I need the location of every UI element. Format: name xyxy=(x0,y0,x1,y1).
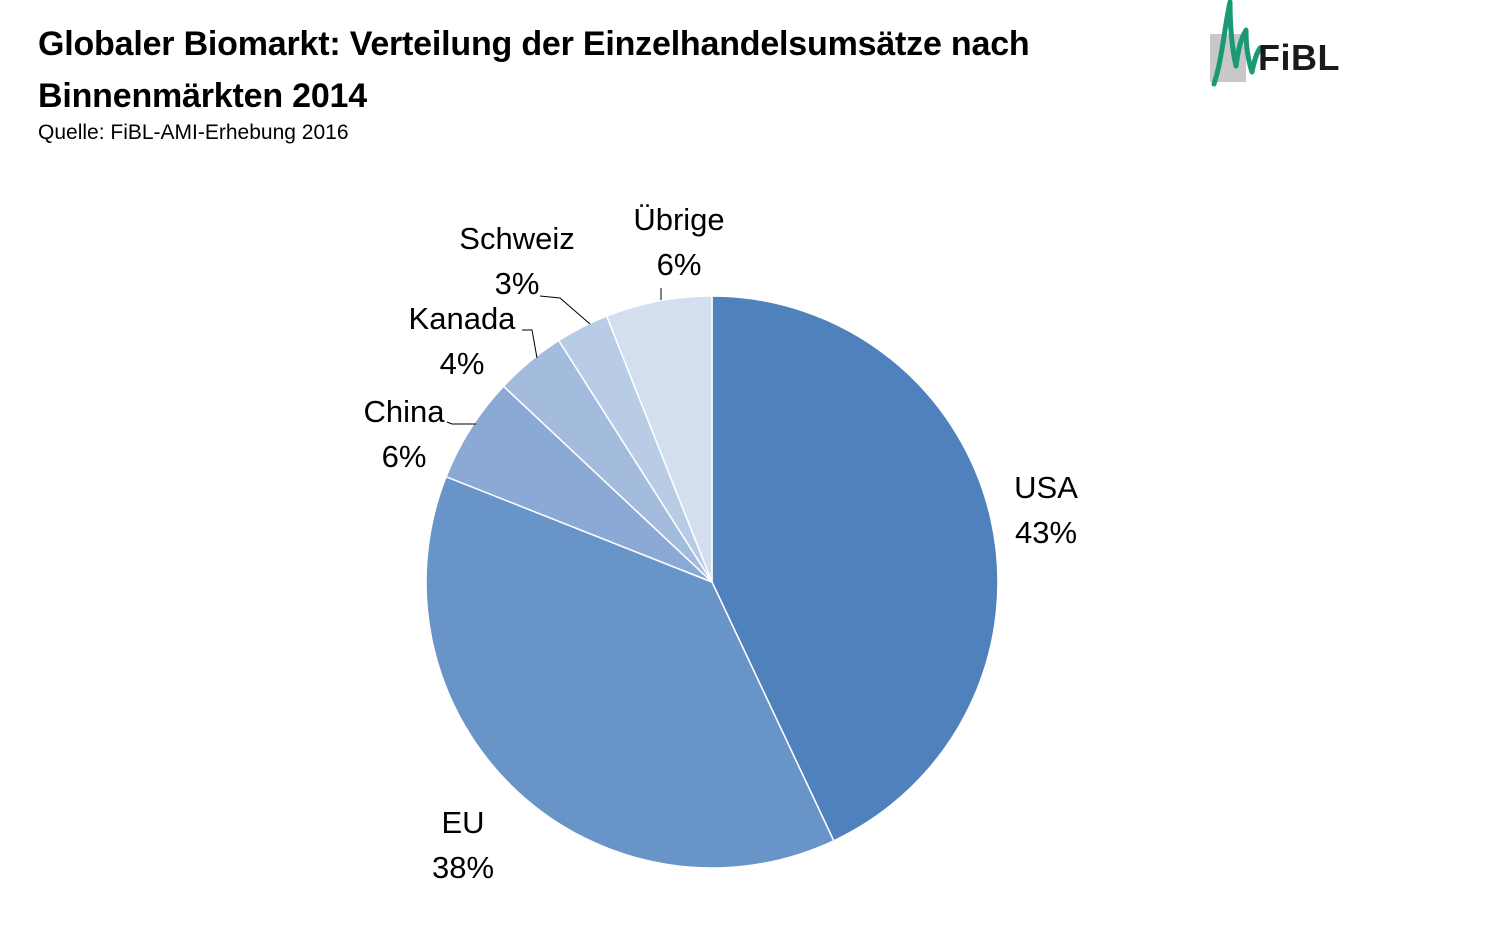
pie-slice-usa xyxy=(711,295,999,842)
slice-value-usa: 43% xyxy=(1015,515,1077,550)
slice-value-uebrige: 6% xyxy=(657,247,702,282)
pie-slice-eu xyxy=(425,475,835,869)
slice-label-usa: USA xyxy=(1014,470,1078,505)
logo-text: FiBL xyxy=(1258,37,1340,78)
logo-leaf-strokes xyxy=(1211,0,1263,87)
slice-value-schweiz: 3% xyxy=(495,266,540,301)
leader-line-schweiz xyxy=(539,295,591,325)
slice-value-eu: 38% xyxy=(432,850,494,885)
slice-label-china: China xyxy=(364,394,446,429)
chart-title: Globaler Biomarkt: Verteilung der Einzel… xyxy=(38,25,1030,115)
leader-lines xyxy=(446,288,662,425)
fibl-logo-icon xyxy=(1210,0,1263,87)
leader-line-kanada xyxy=(522,329,538,359)
pie-slice-uebrige xyxy=(605,295,713,583)
slice-label-schweiz: Schweiz xyxy=(459,221,574,256)
slice-label-kanada: Kanada xyxy=(409,301,517,336)
slice-value-kanada: 4% xyxy=(440,346,485,381)
chart-source: Quelle: FiBL-AMI-Erhebung 2016 xyxy=(38,121,349,144)
pie-slices xyxy=(425,295,999,869)
pie-labels: USA 43% EU 38% China 6% Kanada 4% Schweiz 3% Übrig… xyxy=(364,202,1079,885)
slice-label-uebrige: Übrige xyxy=(633,202,724,237)
slice-value-china: 6% xyxy=(382,439,427,474)
slice-label-eu: EU xyxy=(441,805,484,840)
leader-line-china xyxy=(446,421,476,425)
